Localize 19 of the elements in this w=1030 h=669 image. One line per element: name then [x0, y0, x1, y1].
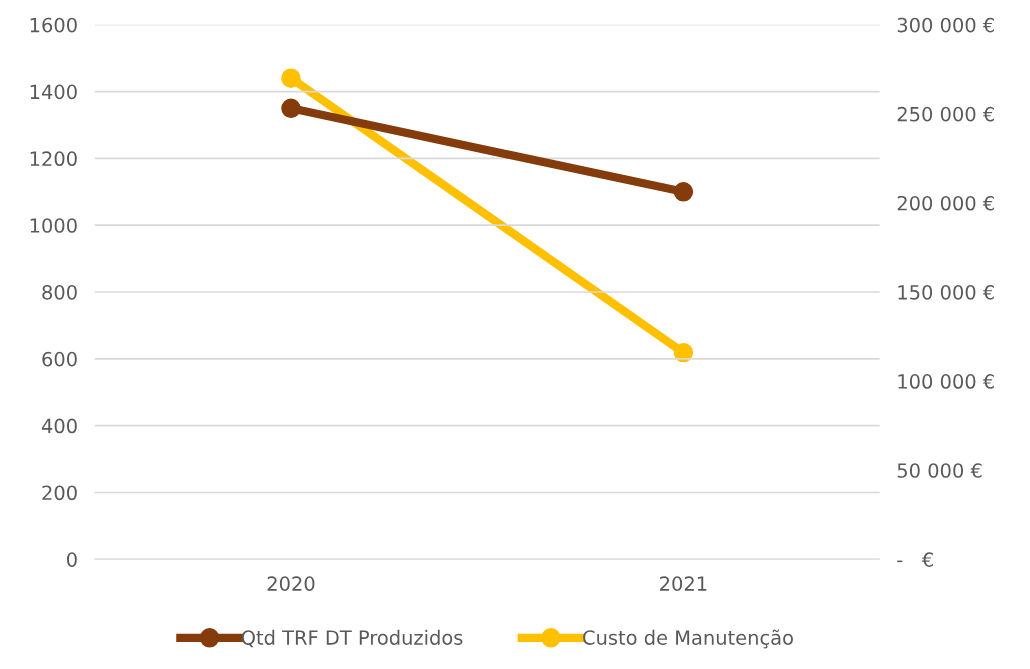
legend-label: Qtd TRF DT Produzidos: [241, 629, 463, 648]
y-tick-label: 1600: [30, 17, 77, 33]
y-tick-label: 0: [67, 552, 77, 567]
y2-tick-label: 150 000 €: [898, 284, 994, 300]
y2-tick-label: - €: [897, 552, 933, 567]
y2-tick-label: 200 000 €: [897, 195, 994, 211]
y-tick-label: 1200: [30, 151, 77, 167]
y2-tick-label: 100 000 €: [898, 374, 994, 389]
y2-tick-label: 250 000 €: [897, 106, 994, 122]
x-tick-label: 2021: [660, 576, 707, 591]
x-tick-label: 2020: [267, 576, 315, 591]
y-tick-label: 1400: [30, 84, 77, 100]
y-tick-label: 800: [42, 284, 77, 300]
y2-tick-label: 50 000 €: [897, 463, 982, 478]
y-tick-label: 400: [41, 418, 77, 434]
y-tick-label: 200: [42, 485, 77, 501]
y-tick-label: 600: [42, 351, 77, 367]
y2-tick-label: 300 000 €: [897, 17, 994, 33]
y-tick-label: 1000: [30, 218, 77, 233]
